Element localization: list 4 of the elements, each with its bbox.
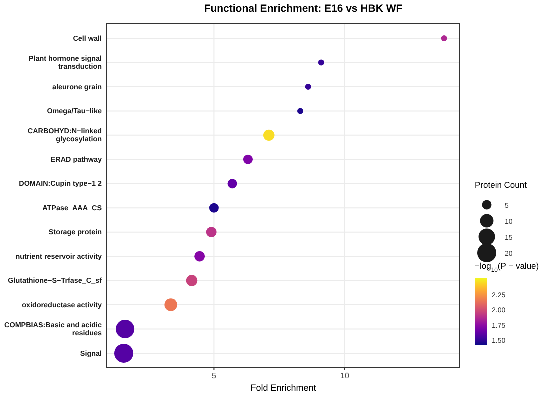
x-axis-title: Fold Enrichment: [250, 383, 317, 393]
legend-title: Protein Count: [475, 180, 528, 190]
chart-title: Functional Enrichment: E16 vs HBK WF: [204, 3, 404, 15]
color-bar-title: −log$_{10}$(P − value): [475, 261, 540, 274]
